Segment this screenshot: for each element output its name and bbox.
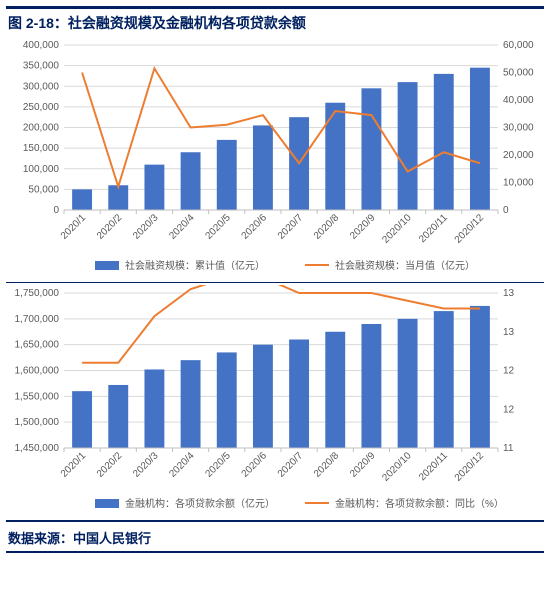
svg-text:20,000: 20,000	[503, 150, 534, 161]
svg-text:2020/1: 2020/1	[59, 450, 89, 480]
svg-text:1,750,000: 1,750,000	[15, 288, 60, 299]
bar	[470, 67, 490, 209]
bar	[253, 345, 273, 448]
series-line	[82, 285, 480, 363]
svg-text:2020/4: 2020/4	[167, 212, 197, 242]
bar	[72, 189, 92, 210]
svg-text:60,000: 60,000	[503, 40, 534, 51]
svg-text:100,000: 100,000	[23, 163, 60, 174]
svg-text:2020/11: 2020/11	[417, 450, 450, 483]
svg-text:400,000: 400,000	[23, 40, 60, 51]
svg-text:50,000: 50,000	[503, 67, 534, 78]
svg-text:200,000: 200,000	[23, 122, 60, 133]
svg-text:2020/6: 2020/6	[240, 450, 270, 480]
bar	[289, 340, 309, 449]
svg-text:150,000: 150,000	[23, 143, 60, 154]
svg-text:2020/6: 2020/6	[240, 212, 270, 242]
bar	[217, 352, 237, 448]
bar	[144, 164, 164, 209]
svg-text:2020/10: 2020/10	[380, 450, 414, 484]
svg-text:2020/5: 2020/5	[203, 450, 233, 480]
bar	[470, 306, 490, 448]
svg-text:1,700,000: 1,700,000	[15, 314, 60, 325]
svg-text:30,000: 30,000	[503, 122, 534, 133]
svg-text:2020/7: 2020/7	[276, 450, 306, 480]
mid-rule	[6, 282, 544, 284]
svg-text:2020/8: 2020/8	[312, 450, 342, 480]
svg-text:2020/9: 2020/9	[348, 450, 378, 480]
legend-bar-label: 金融机构：各项贷款余额（亿元）	[125, 497, 275, 510]
svg-text:10,000: 10,000	[503, 177, 534, 188]
svg-text:2020/1: 2020/1	[59, 212, 89, 242]
svg-text:12: 12	[503, 404, 515, 415]
svg-text:1,550,000: 1,550,000	[15, 391, 60, 402]
svg-text:350,000: 350,000	[23, 60, 60, 71]
top-rule	[6, 6, 544, 9]
svg-text:250,000: 250,000	[23, 101, 60, 112]
bar	[398, 82, 418, 210]
svg-text:2020/11: 2020/11	[417, 212, 450, 245]
svg-text:1,500,000: 1,500,000	[15, 417, 60, 428]
svg-text:1,600,000: 1,600,000	[15, 366, 60, 377]
bottom-rule-2	[6, 551, 544, 554]
legend-bar-swatch	[95, 261, 119, 270]
legend-line-label: 社会融资规模：当月值（亿元）	[335, 259, 475, 272]
bar	[325, 332, 345, 448]
svg-text:2020/4: 2020/4	[167, 450, 197, 480]
bar	[144, 369, 164, 448]
bar	[361, 88, 381, 210]
svg-text:13: 13	[503, 327, 515, 338]
bar	[181, 360, 201, 448]
svg-text:0: 0	[53, 205, 59, 216]
svg-text:2020/10: 2020/10	[380, 212, 414, 246]
bar	[361, 324, 381, 448]
svg-text:1,650,000: 1,650,000	[15, 340, 60, 351]
svg-text:40,000: 40,000	[503, 95, 534, 106]
figure-title: 图 2-18：社会融资规模及金融机构各项贷款余额	[6, 11, 544, 37]
legend-bar-label: 社会融资规模：累计值（亿元）	[125, 259, 265, 272]
svg-text:2020/3: 2020/3	[131, 450, 161, 480]
svg-text:2020/5: 2020/5	[203, 212, 233, 242]
bar	[253, 125, 273, 210]
svg-text:2020/9: 2020/9	[348, 212, 378, 242]
svg-text:1,450,000: 1,450,000	[15, 443, 60, 454]
svg-text:2020/7: 2020/7	[276, 212, 306, 242]
svg-text:12: 12	[503, 366, 515, 377]
svg-text:2020/8: 2020/8	[312, 212, 342, 242]
svg-text:2020/12: 2020/12	[453, 212, 487, 246]
bar	[434, 73, 454, 209]
bar	[181, 152, 201, 210]
chart-1: 0 50,000 100,000 150,000 200,000 250,000 300,0…	[6, 37, 544, 280]
bar	[108, 385, 128, 448]
legend-bar-swatch	[95, 499, 119, 508]
data-source: 数据来源：中国人民银行	[6, 524, 544, 549]
legend-line-label: 金融机构：各项贷款余额：同比（%）	[335, 497, 504, 510]
bar	[325, 102, 345, 209]
svg-text:300,000: 300,000	[23, 81, 60, 92]
bar	[217, 139, 237, 209]
svg-text:13: 13	[503, 288, 515, 299]
svg-text:2020/2: 2020/2	[95, 212, 125, 242]
svg-text:2020/3: 2020/3	[131, 212, 161, 242]
svg-text:11: 11	[503, 443, 514, 454]
svg-text:50,000: 50,000	[28, 184, 59, 195]
chart-2: 1,450,000 1,500,000 1,550,000 1,600,000 1,65…	[6, 285, 544, 518]
bar	[72, 391, 92, 448]
svg-text:2020/2: 2020/2	[95, 450, 125, 480]
svg-text:2020/12: 2020/12	[453, 450, 487, 484]
svg-text:0: 0	[503, 205, 509, 216]
bar	[434, 311, 454, 448]
bar	[398, 319, 418, 448]
bottom-rule-1	[6, 520, 544, 522]
